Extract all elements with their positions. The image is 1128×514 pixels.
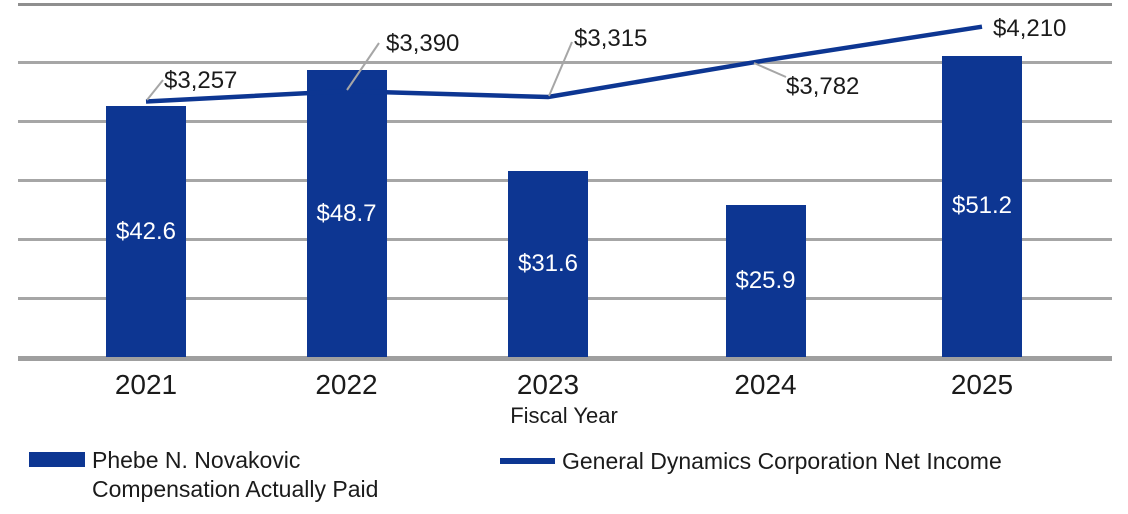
line-series-swatch bbox=[500, 458, 555, 464]
legend-label-line: Phebe N. Novakovic bbox=[92, 447, 301, 473]
plot-top-border bbox=[18, 3, 1112, 6]
bar-2025 bbox=[942, 55, 1022, 357]
bar-2021 bbox=[106, 106, 186, 357]
annotation-leader-line bbox=[146, 79, 164, 101]
legend-label-line: Compensation Actually Paid bbox=[92, 476, 379, 502]
net-income-annotation: $4,210 bbox=[993, 15, 1067, 42]
bar-2022 bbox=[306, 70, 387, 357]
annotation-leader-line bbox=[548, 41, 573, 97]
gridline bbox=[18, 120, 1112, 124]
x-tick-label-2025: 2025 bbox=[950, 369, 1014, 400]
net-income-annotation: $3,315 bbox=[574, 25, 648, 52]
bar-series-swatch bbox=[29, 452, 85, 467]
bar-value-label: $48.7 bbox=[316, 199, 377, 227]
bar-value-label: $51.2 bbox=[951, 192, 1013, 220]
legend-label-compensation: Phebe N. Novakovic Compensation Actually… bbox=[92, 446, 378, 504]
legend-label-net-income: General Dynamics Corporation Net Income bbox=[562, 448, 1002, 474]
bar-2024 bbox=[725, 204, 806, 357]
net-income-annotation: $3,390 bbox=[386, 30, 460, 57]
bar-value-label: $25.9 bbox=[735, 266, 796, 294]
annotation-leader-line bbox=[753, 62, 787, 78]
x-axis-line bbox=[18, 356, 1112, 361]
bar-value-label: $42.6 bbox=[115, 217, 177, 245]
bar-2023 bbox=[508, 171, 588, 357]
net-income-annotation: $3,257 bbox=[164, 67, 238, 94]
net-income-annotation: $3,782 bbox=[786, 73, 860, 100]
bar-value-label: $31.6 bbox=[517, 250, 579, 278]
x-tick-label-2022: 2022 bbox=[315, 369, 378, 400]
x-tick-label-2024: 2024 bbox=[734, 369, 797, 400]
x-tick-label-2023: 2023 bbox=[516, 369, 580, 400]
x-axis-title: Fiscal Year bbox=[510, 403, 618, 428]
x-tick-label-2021: 2021 bbox=[114, 369, 178, 400]
